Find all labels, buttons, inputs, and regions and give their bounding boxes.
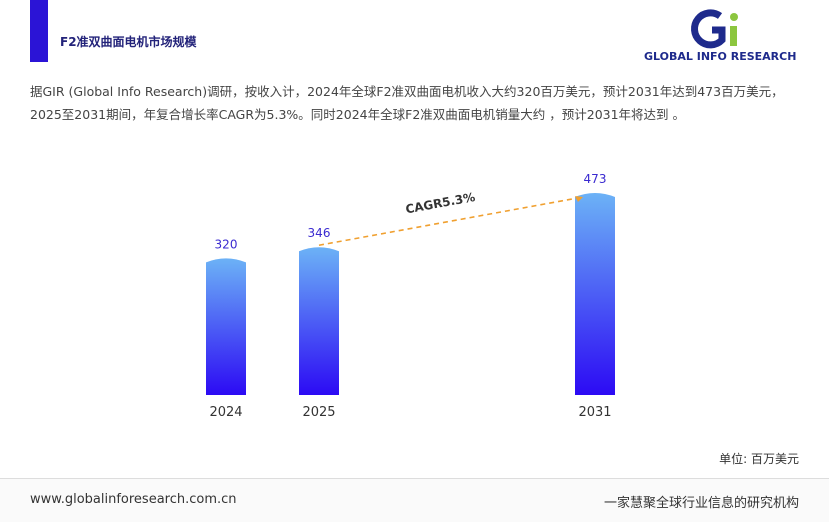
logo-g <box>691 9 726 49</box>
value-label: 320 <box>215 237 238 251</box>
x-tick-label: 2031 <box>578 405 611 420</box>
bar <box>299 247 339 395</box>
footer <box>0 478 829 522</box>
bar <box>206 258 246 395</box>
footer-website: www.globalinforesearch.com.cn <box>30 492 237 507</box>
page-title: F2准双曲面电机市场规模 <box>60 35 197 49</box>
footer-slogan: 一家慧聚全球行业信息的研究机构 <box>603 496 799 511</box>
logo-i <box>730 26 737 46</box>
value-label: 473 <box>584 172 607 186</box>
x-tick-label: 2024 <box>209 405 242 420</box>
chart: 320 2024 346 2025 473 2031 CAGR5.3% <box>206 172 615 420</box>
logo-text: GLOBAL INFO RESEARCH <box>644 50 797 63</box>
cagr-arrow <box>575 196 583 202</box>
unit-label: 单位: 百万美元 <box>719 452 799 466</box>
logo-mark <box>691 9 738 49</box>
bar <box>575 193 615 395</box>
cagr-annotation: CAGR5.3% <box>404 190 476 216</box>
header-bar <box>30 0 48 62</box>
x-tick-label: 2025 <box>302 405 335 420</box>
value-label: 346 <box>308 226 331 240</box>
logo-dot <box>730 13 738 21</box>
description: 据GIR (Global Info Research)调研，按收入计，2024年… <box>30 84 784 122</box>
